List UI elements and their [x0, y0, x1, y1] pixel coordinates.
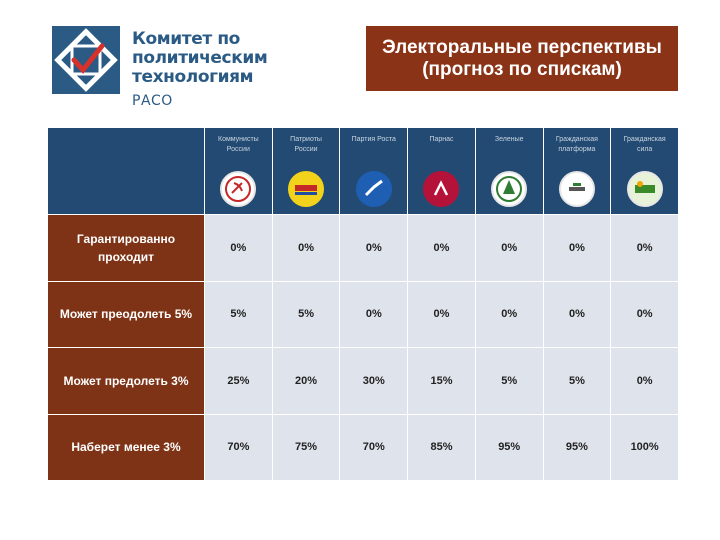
table-cell: 70%: [205, 414, 272, 480]
org-name-line1: Комитет по политическим: [132, 29, 268, 68]
table-cell: 0%: [611, 215, 678, 281]
parnas-logo-icon: [423, 171, 460, 207]
table-cell: 20%: [272, 348, 340, 414]
patriots-of-russia-logo-icon: [288, 171, 325, 207]
party-name: Партия Роста: [352, 135, 396, 159]
party-name: Гражданская сила: [624, 135, 666, 159]
party-header: Партия Роста: [340, 128, 408, 214]
table-cell: 100%: [611, 414, 678, 480]
party-name-line1: Партия Роста: [351, 136, 396, 143]
party-name: Гражданская платформа: [556, 135, 598, 159]
table-cell: 95%: [475, 414, 543, 480]
row-label: Может предолеть 3%: [48, 348, 204, 414]
table-cell: 0%: [543, 215, 611, 281]
table-cell: 0%: [611, 281, 678, 347]
table-cell: 0%: [611, 348, 678, 414]
party-header: Гражданская сила: [611, 128, 678, 214]
row-label: Наберет менее 3%: [48, 414, 204, 480]
party-name: Парнас: [429, 135, 453, 159]
table-cell: 25%: [205, 348, 272, 414]
table-cell: 5%: [475, 348, 543, 414]
slide-title: Электоральные перспективы (прогноз по сп…: [366, 26, 678, 91]
party-name-line1: Зеленые: [494, 136, 524, 143]
table-cell: 95%: [543, 414, 611, 480]
party-name: Коммунисты России: [218, 135, 259, 159]
slide-title-line1: Электоральные перспективы: [382, 36, 662, 58]
table-cell: 5%: [543, 348, 611, 414]
party-name-line1: Патриоты: [290, 136, 322, 143]
table-cell: 75%: [272, 414, 340, 480]
table-cell: 0%: [272, 215, 340, 281]
party-name-line1: Парнас: [429, 136, 454, 143]
table-cell: 0%: [340, 281, 408, 347]
org-name-line2: технологиям: [132, 67, 254, 87]
party-name: Патриоты России: [290, 135, 322, 159]
table-cell: 85%: [408, 414, 475, 480]
row-label: Гарантированно проходит: [48, 215, 204, 281]
party-name-line2: сила: [636, 146, 653, 153]
party-name-line2: России: [294, 146, 318, 153]
party-of-growth-logo-icon: [355, 171, 392, 207]
table-cell: 0%: [543, 281, 611, 347]
party-name-line1: Гражданская: [623, 136, 666, 143]
party-header: Зеленые: [475, 128, 543, 214]
table-cell: 0%: [475, 281, 543, 347]
table-cell: 0%: [408, 281, 475, 347]
party-name-line2: платформа: [558, 146, 596, 153]
table-corner-cell: [48, 128, 204, 214]
org-abbreviation: РАСО: [132, 93, 173, 109]
table-cell: 5%: [272, 281, 340, 347]
slide-title-line2: (прогноз по спискам): [422, 58, 622, 80]
greens-logo-icon: [491, 171, 528, 207]
civic-platform-logo-icon: [558, 171, 595, 207]
party-name-line1: Гражданская: [555, 136, 598, 143]
table-cell: 5%: [205, 281, 272, 347]
communists-of-russia-logo-icon: [220, 171, 257, 207]
civic-force-logo-icon: [626, 171, 663, 207]
party-header: Коммунисты России: [205, 128, 272, 214]
party-name-line1: Коммунисты: [218, 136, 259, 143]
table-cell: 0%: [340, 215, 408, 281]
party-header: Парнас: [408, 128, 475, 214]
party-name: Зеленые: [495, 135, 524, 159]
table-cell: 0%: [475, 215, 543, 281]
table-cell: 15%: [408, 348, 475, 414]
table-cell: 30%: [340, 348, 408, 414]
table-cell: 0%: [408, 215, 475, 281]
table-cell: 70%: [340, 414, 408, 480]
party-header: Гражданская платформа: [543, 128, 611, 214]
org-name-block: Комитет по политическим технологиям РАСО: [132, 30, 362, 110]
row-label: Может преодолеть 5%: [48, 281, 204, 347]
org-logo-icon: [52, 26, 120, 94]
party-header: Патриоты России: [272, 128, 340, 214]
table-cell: 0%: [205, 215, 272, 281]
party-name-line2: России: [226, 146, 250, 153]
forecast-table: Коммунисты России Патриоты России Партия…: [48, 128, 678, 480]
